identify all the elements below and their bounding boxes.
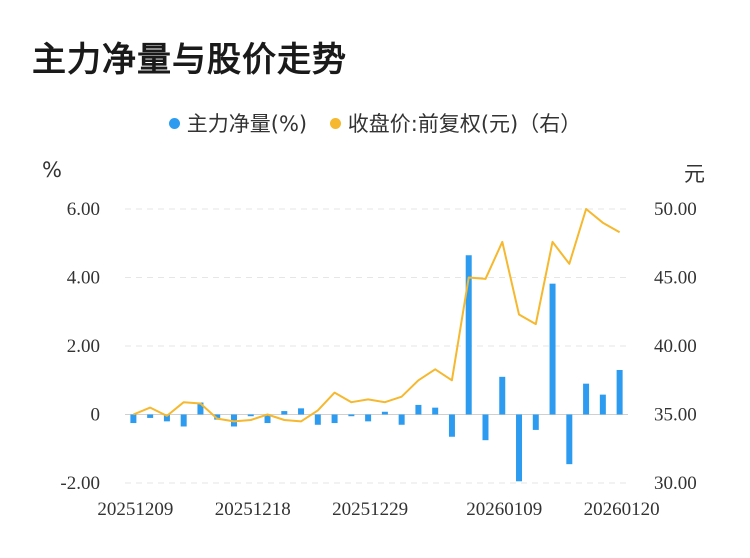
bar-net-volume bbox=[281, 411, 288, 415]
bar-net-volume bbox=[163, 414, 170, 422]
right-tick-label: 50.00 bbox=[654, 199, 697, 220]
x-tick-label: 20251229 bbox=[332, 499, 408, 520]
bar-net-volume bbox=[365, 414, 372, 422]
x-tick-label: 20251218 bbox=[215, 499, 291, 520]
right-tick-label: 30.00 bbox=[654, 473, 697, 494]
legend-marker-line bbox=[329, 117, 341, 129]
bar-net-volume bbox=[180, 414, 187, 427]
bar-net-volume bbox=[130, 414, 137, 424]
legend-label-net-volume: 主力净量(%) bbox=[186, 112, 308, 136]
left-tick-label: 2.00 bbox=[67, 336, 100, 357]
bar-net-volume bbox=[214, 414, 221, 420]
bar-net-volume bbox=[432, 407, 439, 415]
left-tick-label: 6.00 bbox=[67, 199, 100, 220]
bar-net-volume bbox=[381, 411, 388, 415]
bar-net-volume bbox=[566, 414, 573, 465]
right-axis-unit: 元 bbox=[684, 162, 705, 186]
bar-net-volume bbox=[197, 402, 204, 415]
line-close-price bbox=[133, 208, 621, 423]
bar-net-volume bbox=[448, 414, 455, 437]
legend-label-close-price: 收盘价:前复权(元)（右） bbox=[347, 112, 582, 136]
bar-net-volume bbox=[549, 283, 556, 415]
bar-net-volume bbox=[516, 414, 523, 482]
right-tick-label: 40.00 bbox=[654, 336, 697, 357]
bar-net-volume bbox=[482, 414, 489, 441]
bar-net-volume bbox=[398, 414, 405, 425]
bar-net-volume bbox=[298, 408, 305, 415]
bar-net-volume bbox=[331, 414, 338, 424]
bar-net-volume bbox=[247, 414, 254, 417]
bar-net-volume bbox=[532, 414, 539, 430]
x-tick-label: 20260109 bbox=[466, 499, 542, 520]
bar-net-volume bbox=[314, 414, 321, 425]
left-tick-label: 0 bbox=[91, 405, 101, 426]
bar-net-volume bbox=[599, 394, 606, 415]
legend-marker-bar bbox=[168, 117, 180, 129]
left-axis-unit: % bbox=[42, 158, 62, 182]
bar-net-volume bbox=[583, 383, 590, 415]
bar-net-volume bbox=[147, 414, 154, 418]
x-tick-label: 20251209 bbox=[97, 499, 173, 520]
x-tick-label: 20260120 bbox=[584, 499, 660, 520]
right-tick-label: 35.00 bbox=[654, 405, 697, 426]
chart-title: 主力净量与股价走势 bbox=[32, 40, 347, 80]
legend-item-close-price[interactable]: 收盘价:前复权(元)（右） bbox=[329, 108, 582, 138]
bar-net-volume bbox=[499, 376, 506, 415]
bar-net-volume bbox=[465, 255, 472, 415]
right-tick-label: 45.00 bbox=[654, 268, 697, 289]
bar-net-volume bbox=[348, 414, 355, 417]
legend: 主力净量(%) 收盘价:前复权(元)（右） bbox=[0, 108, 750, 138]
bar-net-volume bbox=[616, 369, 623, 415]
left-tick-label: -2.00 bbox=[60, 473, 100, 494]
bar-net-volume bbox=[264, 414, 271, 424]
left-tick-label: 4.00 bbox=[67, 268, 100, 289]
bar-net-volume bbox=[415, 404, 422, 415]
legend-item-net-volume[interactable]: 主力净量(%) bbox=[168, 108, 308, 138]
